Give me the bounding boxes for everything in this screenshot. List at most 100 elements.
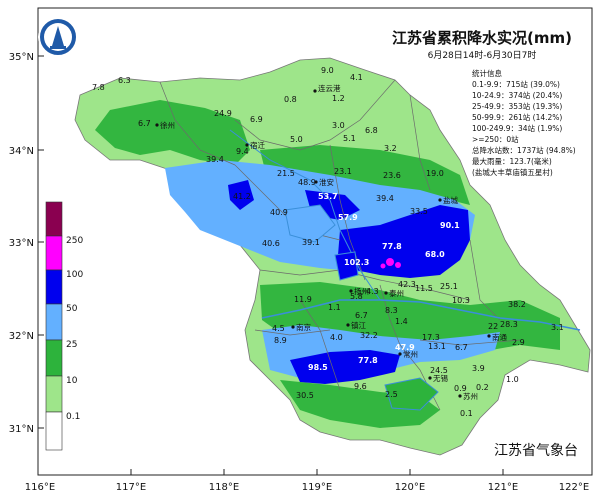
colorbar-swatch	[45, 201, 63, 237]
station-value: 77.8	[358, 356, 378, 365]
lon-label-122: 122°E	[559, 482, 589, 493]
station-value: 4.1	[350, 73, 363, 82]
city-label: 苏州	[463, 391, 478, 401]
map-title: 江苏省累积降水实况(mm)	[392, 29, 572, 47]
rain-spot-100-250b	[395, 262, 401, 268]
station-value: 0.8	[284, 95, 297, 104]
lon-label-116: 116°E	[25, 482, 55, 493]
station-value: 17.3	[422, 333, 440, 342]
station-value: 8.3	[385, 306, 398, 315]
station-value: 11.9	[294, 295, 312, 304]
rain-zone-10-25	[95, 100, 250, 165]
colorbar-swatch	[45, 411, 63, 451]
city-label: 无锡	[433, 374, 448, 383]
station-value: 1.1	[328, 303, 341, 312]
station-value: 24.9	[214, 109, 232, 118]
stats-line: 25-49.9：353站 (19.3%)	[472, 101, 562, 111]
station-value: 3.1	[551, 323, 564, 332]
station-value: 28.3	[500, 320, 518, 329]
station-value: 7.8	[92, 83, 105, 92]
station-value: 98.5	[308, 363, 328, 372]
city-dot	[398, 352, 402, 356]
station-value: 9.4	[236, 147, 249, 156]
stats-line: (盐城大丰草庙镇五星村)	[472, 167, 553, 177]
station-value: 9.0	[321, 66, 334, 75]
station-value: 90.1	[440, 221, 460, 230]
station-value: 9.6	[354, 382, 367, 391]
station-value: 22	[488, 322, 498, 331]
station-value: 8.9	[274, 336, 287, 345]
city-dot	[438, 198, 442, 202]
station-value: 25.1	[440, 282, 458, 291]
city-dot	[245, 143, 249, 147]
colorbar-label: 100	[66, 270, 83, 280]
station-value: 48.9	[298, 178, 316, 187]
city-dot	[487, 334, 491, 338]
stats-line: 最大雨量：123.7(毫米)	[472, 156, 552, 166]
city-label: 徐州	[160, 120, 175, 130]
station-value: 47.9	[395, 343, 415, 352]
station-value: 39.4	[376, 194, 394, 203]
stats-line: 100-249.9：34站 (1.9%)	[472, 123, 562, 133]
rain-zone-10-25d	[280, 380, 440, 428]
city-label: 常州	[403, 350, 418, 359]
city-dot	[291, 325, 295, 329]
city-label: 泰州	[389, 288, 404, 298]
agency-label: 江苏省气象台	[494, 443, 578, 459]
hongze-lake	[284, 204, 336, 243]
station-value: 0.2	[476, 383, 489, 392]
stats-line: >=250：0站	[472, 134, 519, 144]
station-values: 6.3 7.8 9.0 4.1 0.8 1.2 6.7 24.9 6.9 3.0…	[92, 66, 564, 418]
city-dot	[458, 394, 462, 398]
station-value: 68.0	[425, 250, 445, 259]
station-value: 13.1	[428, 342, 446, 351]
city-dot	[428, 376, 432, 380]
city-label: 宿迁	[250, 140, 265, 150]
city-dot	[155, 123, 159, 127]
station-value: 57.9	[338, 213, 358, 222]
station-value: 11.5	[415, 284, 433, 293]
station-value: 42.3	[398, 280, 416, 289]
stats-line: 总降水站数：1737站 (94.8%)	[472, 145, 576, 155]
colorbar-swatch	[45, 339, 63, 377]
city-dot	[314, 180, 318, 184]
colorbar	[45, 201, 63, 451]
station-value: 1.0	[506, 375, 519, 384]
station-value: 4.0	[330, 333, 343, 342]
colorbar-label: 25	[66, 340, 77, 350]
city-label: 南通	[492, 332, 507, 342]
lon-label-119: 119°E	[302, 482, 332, 493]
lat-label-33: 33°N	[9, 238, 34, 249]
station-value: 4.3	[366, 287, 379, 296]
lon-label-120: 120°E	[395, 482, 425, 493]
axis-ticks	[37, 55, 593, 475]
station-value: 39.1	[302, 238, 320, 247]
colorbar-swatch	[45, 375, 63, 413]
station-value: 0.9	[454, 384, 467, 393]
city-label: 盐城	[443, 195, 458, 205]
colorbar-label: 250	[66, 236, 83, 246]
station-value: 23.1	[334, 167, 352, 176]
canal-line	[229, 129, 381, 301]
station-value: 6.3	[118, 76, 131, 85]
station-value: 0.1	[460, 409, 473, 418]
colorbar-swatch	[45, 303, 63, 341]
map-period: 6月28日14时-6月30日7时	[428, 49, 537, 61]
station-value: 1.4	[395, 317, 408, 326]
city-label: 南京	[296, 322, 311, 332]
station-value: 5.1	[343, 134, 356, 143]
lat-label-35: 35°N	[9, 52, 34, 63]
station-value: 32.2	[360, 331, 378, 340]
city-dot	[384, 291, 388, 295]
rain-zone-50-100c	[290, 350, 400, 384]
lon-label-117: 117°E	[116, 482, 146, 493]
city-label: 淮安	[319, 177, 334, 187]
station-value: 10.3	[452, 296, 470, 305]
stats-line: 0.1-9.9：715站 (39.0%)	[472, 79, 560, 89]
lon-label-121: 121°E	[488, 482, 518, 493]
station-value: 6.7	[138, 119, 151, 128]
stats-line: 10-24.9：374站 (20.4%)	[472, 90, 562, 100]
station-value: 6.9	[250, 115, 263, 124]
rain-spot-100-250c	[380, 263, 386, 269]
